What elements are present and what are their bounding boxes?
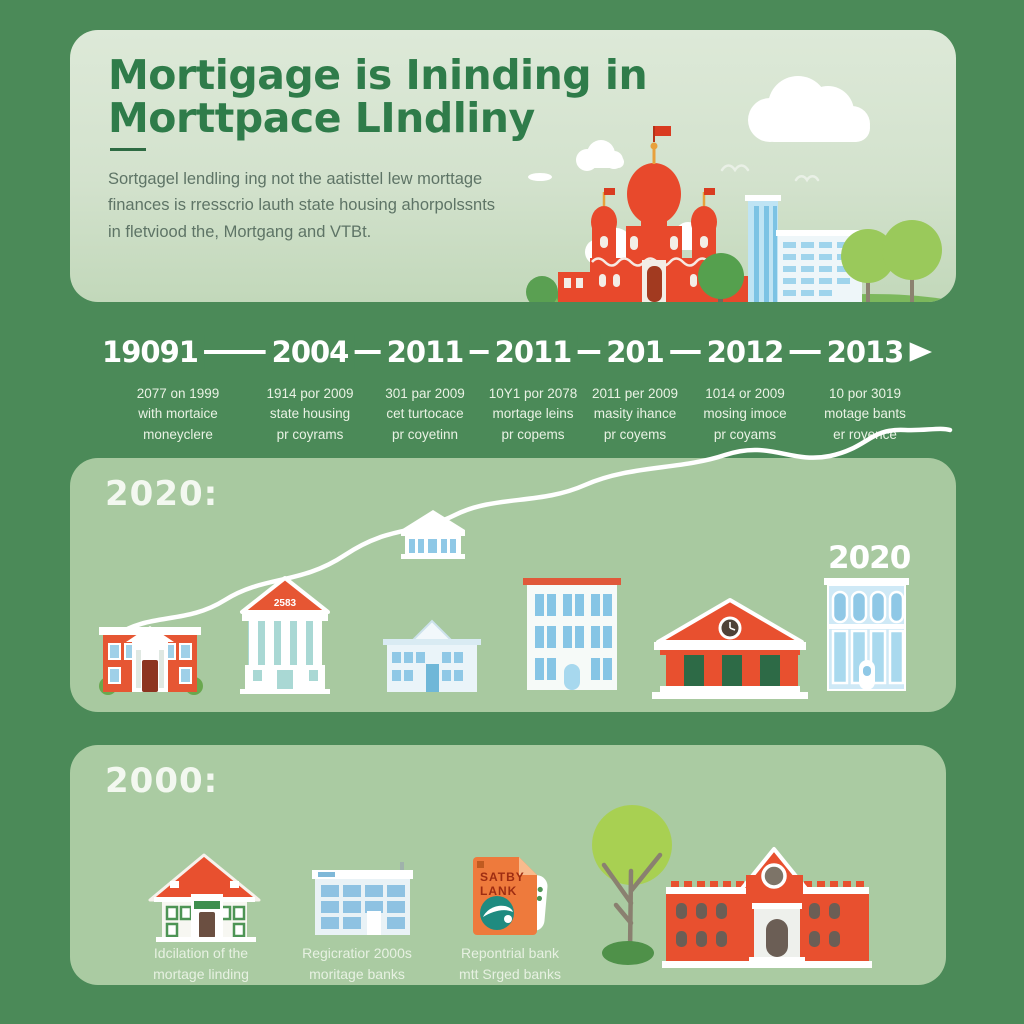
bank-building-red — [99, 626, 203, 695]
caption-line: 301 par 2009 — [385, 386, 465, 401]
office-building — [745, 195, 864, 302]
timeline-year: 2011 — [488, 335, 578, 369]
institution-building-red — [662, 847, 872, 968]
caption-line: cet turtocace — [386, 406, 464, 422]
tree-icon — [698, 253, 744, 302]
timeline-caption: 10 por 3019 motage bants er royence — [795, 384, 935, 445]
temple-building-orange — [652, 598, 808, 699]
title-underline — [110, 148, 146, 151]
caption-line: moneyclere — [143, 426, 213, 442]
caption-line: masity ihance — [593, 406, 677, 422]
bank-document: SATBY LANK — [473, 857, 548, 935]
cloud-icon — [528, 173, 552, 181]
tree-icon — [882, 220, 942, 302]
bird-icon — [794, 175, 820, 183]
subtitle-line2: finances is rresscrio lauth state housin… — [108, 196, 496, 215]
timeline-caption: 1014 or 2009 mosing imoce pr coyams — [675, 384, 815, 445]
item-caption: Idcilation of the mortage linding — [116, 943, 286, 985]
house-building-blue — [383, 619, 481, 692]
caption-line: mosing imoce — [703, 406, 787, 422]
caption-line: motage bants — [824, 406, 906, 422]
pediment-text: 2583 — [274, 598, 297, 609]
caption-line: Regicratior 2000s — [302, 945, 412, 961]
timeline-year: 2012 — [700, 335, 790, 369]
office-building-blue — [312, 862, 413, 935]
bank-building-small — [401, 510, 465, 559]
timeline-year: 19091 — [96, 335, 204, 369]
subtitle-line1: Sortgagel lendling ing not the aatisttel… — [108, 170, 483, 188]
cloud-icon — [576, 140, 624, 171]
subtitle-line3: in fletviood the, Mortgang and VTBt. — [108, 222, 372, 241]
timeline-year: 2004 — [265, 335, 355, 369]
section-2000-card: 2000: — [70, 745, 946, 985]
document-title-line2: LANK — [480, 884, 517, 898]
timeline-year: 2011 — [380, 335, 470, 369]
section-2020-card: 2020: 2020 2583 — [70, 458, 956, 712]
document-title-line1: SATBY — [480, 870, 525, 884]
cloud-icon — [748, 76, 870, 142]
bird-icon — [720, 164, 750, 173]
section-2000-label: 2000: — [105, 761, 219, 801]
caption-line: mtt Srged banks — [459, 966, 561, 982]
history-illustration: SATBY LANK — [148, 805, 872, 968]
bush-icon — [526, 276, 558, 302]
timeline-caption: 2077 on 1999 with mortaice moneyclere — [108, 384, 248, 445]
caption-line: er royence — [833, 426, 897, 442]
tree-icon — [841, 229, 895, 302]
kremlin-building — [558, 126, 750, 302]
year-badge-2020: 2020 — [828, 540, 911, 576]
header-card: Mortigage is Ininding in Morttpace LIndl… — [70, 30, 956, 302]
caption-line: 1914 por 2009 — [266, 386, 354, 401]
caption-line: Repontrial bank — [460, 945, 560, 961]
city-illustration — [526, 76, 956, 302]
page-title: Mortigage is Ininding in Morttpace LIndl… — [108, 51, 648, 142]
office-building-white — [523, 578, 621, 690]
banks-growth-illustration: 2583 — [99, 510, 909, 699]
tree-icon — [592, 805, 672, 965]
caption-line: 2011 per 2009 — [591, 386, 679, 401]
page-title-line1: Mortigage is Ininding in — [108, 51, 648, 99]
caption-line: Idcilation of the — [153, 945, 249, 961]
item-caption: Repontrial bank mtt Srged banks — [425, 943, 595, 985]
caption-line: mortage leins — [492, 406, 574, 422]
caption-line: pr coyams — [713, 426, 777, 442]
bank-building-lightblue — [824, 578, 909, 691]
caption-line: mortage linding — [153, 966, 249, 982]
caption-line: with mortaice — [138, 406, 218, 422]
caption-line: 2077 on 1999 — [136, 386, 220, 401]
timeline-year: 2013 — [820, 335, 910, 369]
caption-line: 10Y1 por 2078 — [488, 386, 578, 401]
caption-line: 10 por 3019 — [828, 386, 902, 401]
house-building-redroof — [148, 853, 261, 942]
page-title-line2: Morttpace LIndliny — [108, 93, 535, 142]
caption-line: 1014 or 2009 — [705, 386, 785, 401]
bank-building-classical: 2583 — [240, 576, 330, 694]
item-caption: Regicratior 2000s moritage banks — [272, 943, 442, 985]
page-subtitle: Sortgagel lendling ing not the aatisttel… — [108, 166, 495, 245]
caption-line: moritage banks — [309, 966, 405, 982]
timeline-year: 201 — [600, 335, 670, 369]
caption-line: state housing — [269, 406, 351, 422]
